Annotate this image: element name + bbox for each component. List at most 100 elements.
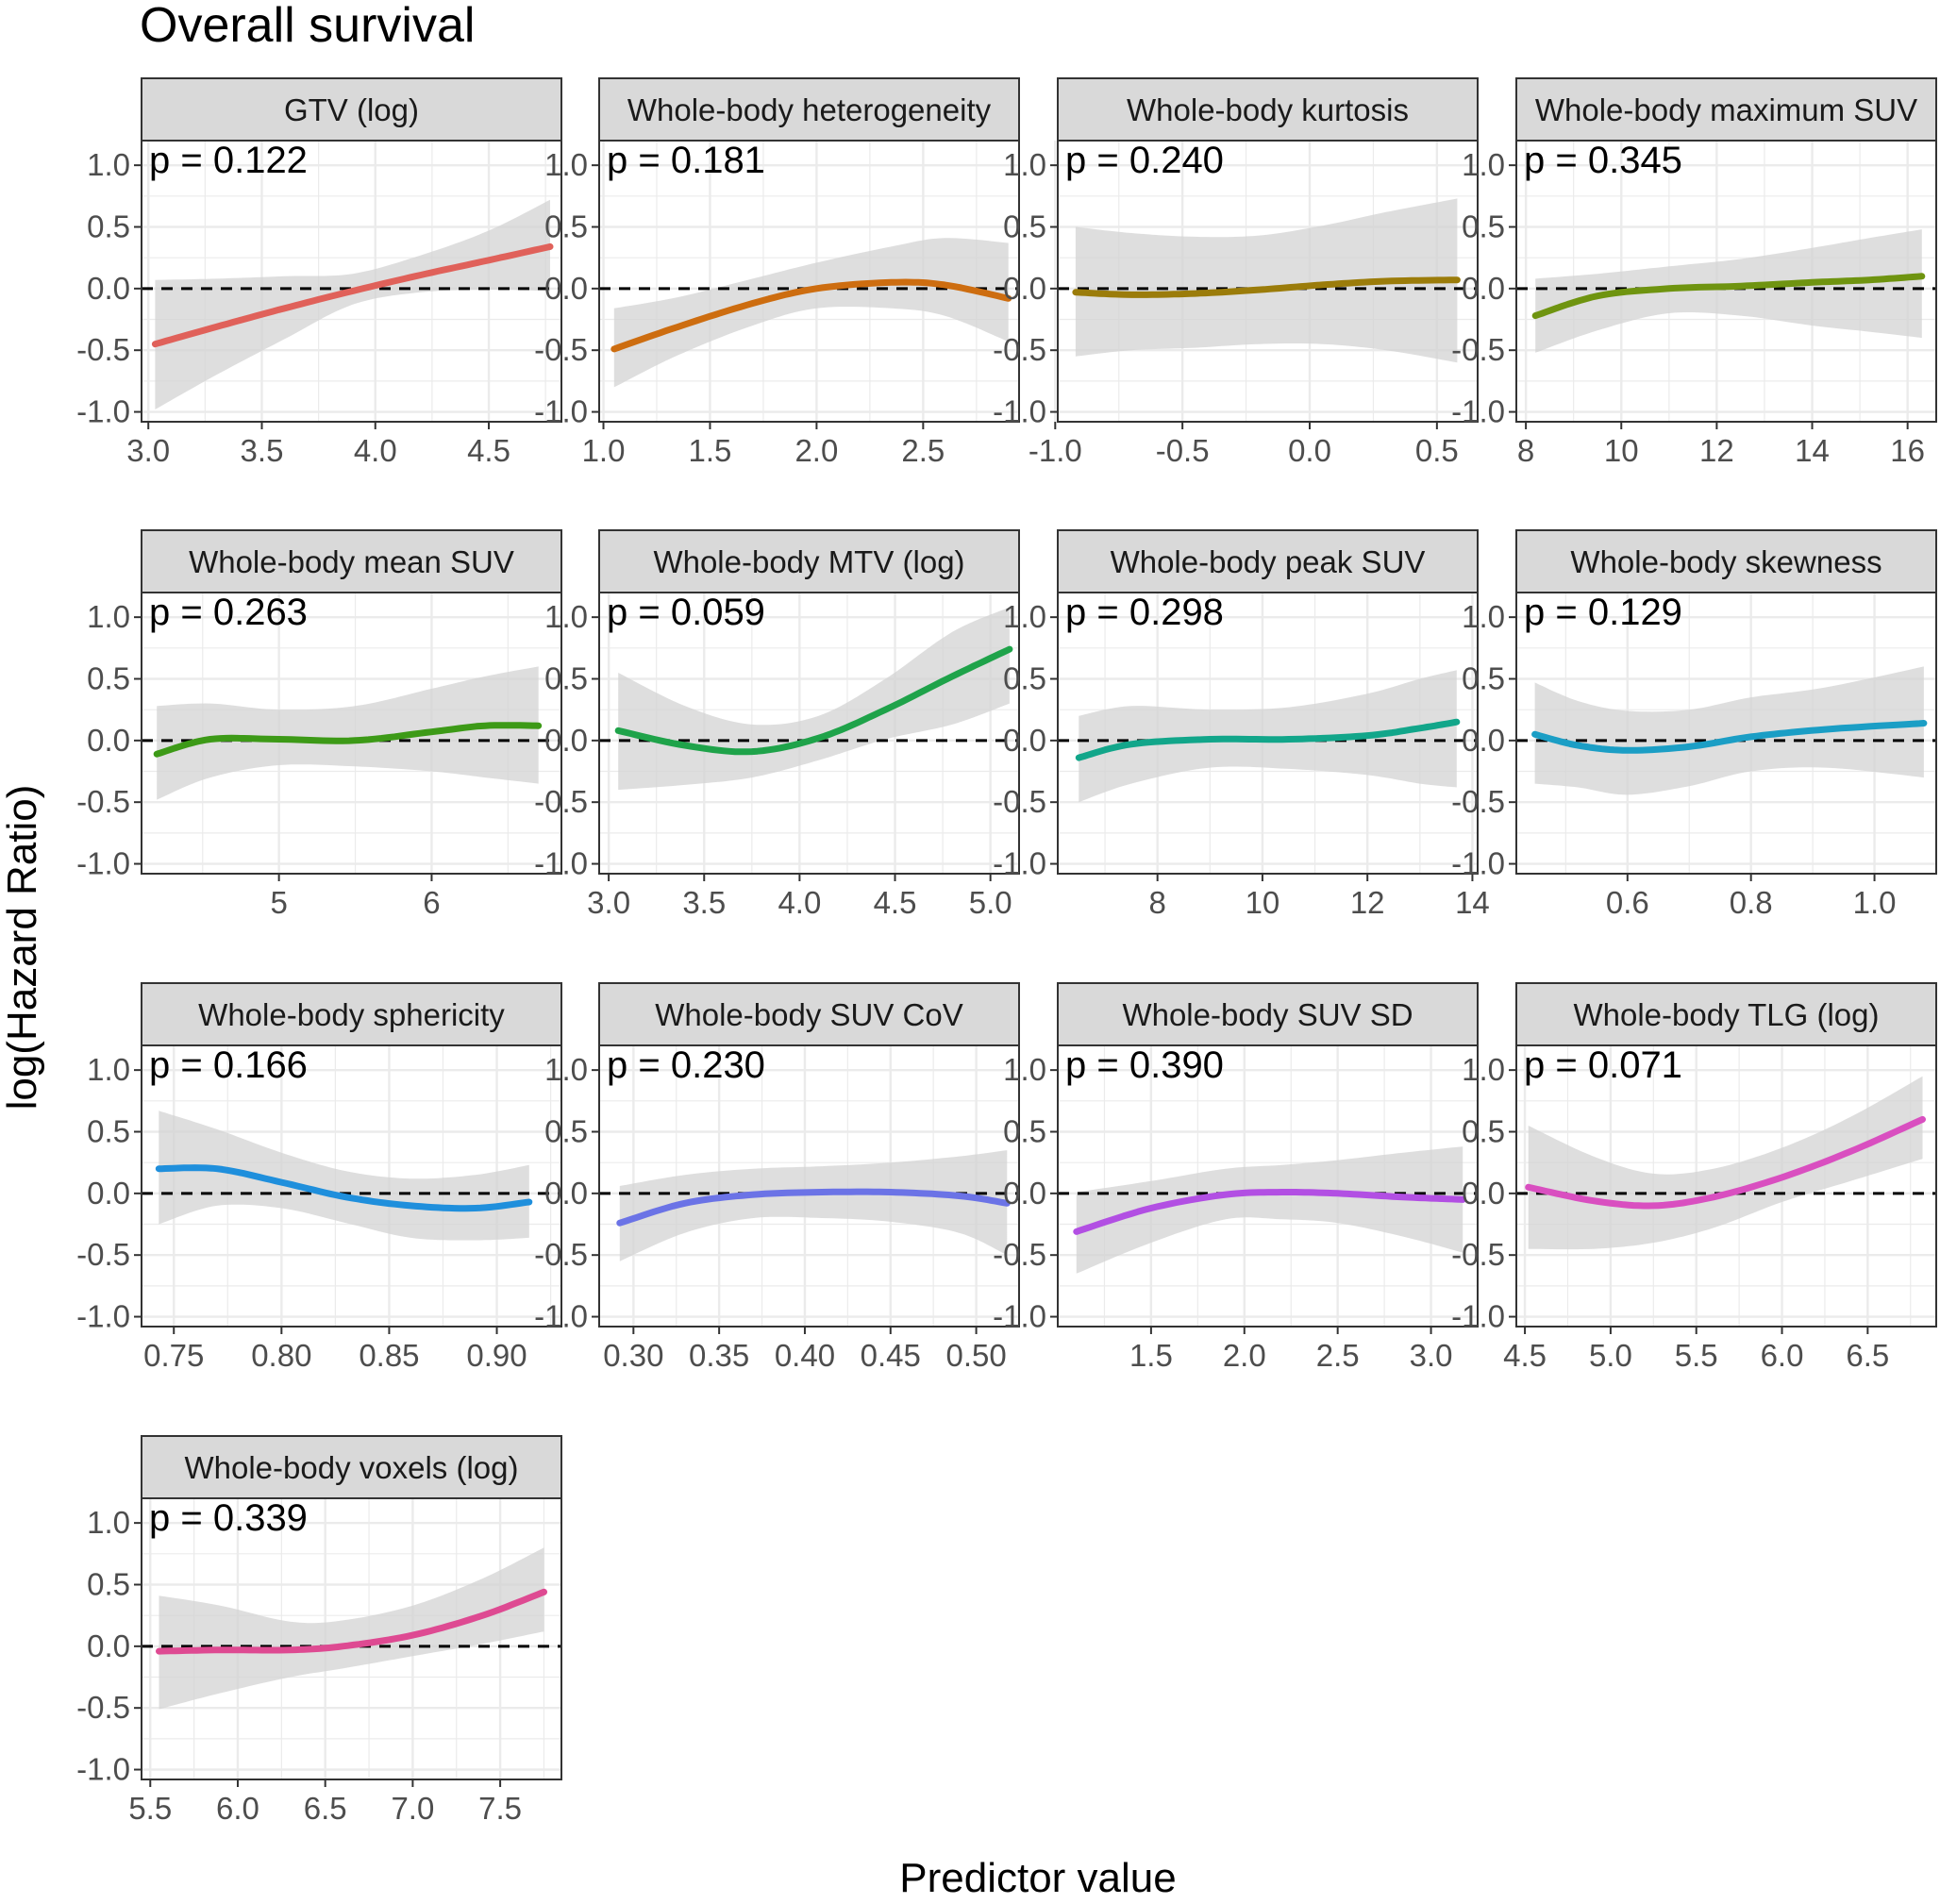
facet-strip-label: Whole-body voxels (log) [185, 1450, 519, 1485]
series-line [1531, 273, 1926, 320]
y-tick-label: 1.0 [1462, 147, 1505, 182]
facet-strip-label: Whole-body maximum SUV [1535, 92, 1917, 127]
facet-strip-label: Whole-body skewness [1570, 544, 1881, 579]
y-tick-label: 0.0 [1003, 1176, 1046, 1211]
x-axis-label: Predictor value [899, 1855, 1176, 1899]
x-tick-label: 1.5 [689, 433, 732, 468]
series-line [155, 1164, 533, 1212]
confidence-band [618, 607, 1010, 791]
y-tick-label: 1.0 [87, 147, 130, 182]
facet-panel: Whole-body skewness p = 0.129 -1.0 -0.5 0.0 0… [1451, 529, 1937, 920]
y-tick-label: -0.5 [76, 1237, 130, 1272]
facet-strip-label: Whole-body heterogeneity [627, 92, 992, 127]
facet-strip [141, 529, 562, 593]
y-tick-label: -0.5 [76, 1690, 130, 1725]
p-value-label: p = 0.071 [1524, 1044, 1682, 1086]
y-tick-label: 0.0 [1462, 723, 1505, 758]
series-line [1073, 1189, 1466, 1235]
facet-panel: Whole-body sphericity p = 0.166 -1.0 -0.5 0.… [76, 982, 562, 1373]
x-tick-label: -1.0 [1029, 433, 1082, 468]
x-tick-label: 0.5 [1415, 433, 1459, 468]
facet-panel: Whole-body SUV SD p = 0.390 -1.0 -0.5 0.0 0.5… [993, 982, 1479, 1373]
x-tick-label: 6.0 [1761, 1338, 1804, 1373]
y-tick-label: -0.5 [76, 784, 130, 819]
facet-strip-label: Whole-body TLG (log) [1573, 997, 1879, 1032]
facet-strip-label: GTV (log) [284, 92, 419, 127]
series-line [614, 645, 1013, 756]
facet-strip [1057, 77, 1479, 142]
x-tick-label: 3.5 [241, 433, 284, 468]
facet-panels: GTV (log) p = 0.122 -1.0 -0.5 0.0 0.5 1.0 3.0 3.… [76, 77, 1937, 1826]
x-tick-label: 0.50 [945, 1338, 1006, 1373]
y-tick-label: 0.0 [87, 1176, 130, 1211]
y-tick-label: 0.0 [544, 1176, 588, 1211]
panel-border [141, 1044, 562, 1328]
confidence-band [619, 1150, 1008, 1261]
x-tick-label: 2.5 [901, 433, 945, 468]
y-tick-label: 0.5 [1003, 1113, 1046, 1148]
facet-strip-label: Whole-body peak SUV [1111, 544, 1426, 579]
p-value-label: p = 0.345 [1524, 140, 1682, 181]
panel-border [141, 1497, 562, 1780]
y-tick-label: 0.5 [1462, 1113, 1505, 1148]
y-tick-label: -1.0 [993, 846, 1046, 881]
series-line [1531, 720, 1928, 754]
y-tick-label: 0.0 [1462, 1176, 1505, 1211]
x-tick-label: 12 [1350, 885, 1385, 920]
facet-panel: Whole-body SUV CoV p = 0.230 -1.0 -0.5 0.0 0.… [534, 982, 1020, 1373]
x-tick-label: 0.80 [251, 1338, 311, 1373]
x-tick-label: 0.35 [689, 1338, 749, 1373]
p-value-label: p = 0.059 [607, 592, 765, 633]
x-tick-label: 5.5 [128, 1791, 172, 1826]
y-tick-label: -0.5 [534, 332, 588, 367]
facet-panel: Whole-body TLG (log) p = 0.071 -1.0 -0.5 0.0… [1451, 982, 1937, 1373]
p-value-label: p = 0.390 [1065, 1044, 1224, 1086]
facet-strip [598, 529, 1020, 593]
y-tick-label: -0.5 [534, 784, 588, 819]
x-tick-label: 7.0 [391, 1791, 434, 1826]
facet-strip-label: Whole-body SUV SD [1122, 997, 1413, 1032]
facet-strip-label: Whole-body MTV (log) [653, 544, 964, 579]
y-tick-label: 0.5 [544, 1113, 588, 1148]
p-value-label: p = 0.129 [1524, 592, 1682, 633]
y-tick-label: -0.5 [1451, 332, 1505, 367]
facet-panel: Whole-body peak SUV p = 0.298 -1.0 -0.5 0.0 0… [993, 529, 1490, 920]
y-tick-label: 0.5 [544, 209, 588, 243]
confidence-band [613, 238, 1009, 388]
y-tick-label: 0.5 [87, 1113, 130, 1148]
x-tick-label: 0.6 [1606, 885, 1649, 920]
x-tick-label: 14 [1795, 433, 1830, 468]
y-tick-label: 1.0 [1003, 599, 1046, 634]
y-tick-label: 1.0 [1462, 1052, 1505, 1087]
x-tick-label: 4.0 [354, 433, 397, 468]
x-tick-label: 1.0 [1853, 885, 1897, 920]
series-line [1075, 718, 1461, 761]
panel-border [1515, 1044, 1937, 1328]
facet-panel: Whole-body maximum SUV p = 0.345 -1.0 -0.5 0… [1451, 77, 1937, 468]
p-value-label: p = 0.181 [607, 140, 765, 181]
x-tick-label: 3.5 [682, 885, 726, 920]
p-value-label: p = 0.240 [1065, 140, 1224, 181]
y-tick-label: 0.0 [1003, 271, 1046, 306]
panel-border [1515, 140, 1937, 423]
x-tick-label: 8 [1517, 433, 1534, 468]
confidence-band [1534, 666, 1924, 795]
y-tick-label: -0.5 [993, 332, 1046, 367]
panel-border [598, 140, 1020, 423]
x-tick-label: 1.5 [1129, 1338, 1173, 1373]
y-tick-label: -1.0 [1451, 394, 1505, 429]
facet-strip [141, 1435, 562, 1499]
x-tick-label: 0.8 [1730, 885, 1773, 920]
x-tick-label: 4.0 [778, 885, 821, 920]
x-tick-label: 6.5 [1846, 1338, 1889, 1373]
series-line [151, 242, 554, 348]
x-tick-label: 0.40 [775, 1338, 835, 1373]
x-tick-label: 0.85 [359, 1338, 419, 1373]
series-line [1072, 276, 1461, 298]
panel-border [1057, 592, 1479, 875]
confidence-band [1535, 229, 1922, 353]
x-tick-label: 16 [1890, 433, 1925, 468]
y-tick-label: 0.5 [1462, 660, 1505, 695]
y-tick-label: 0.0 [87, 1628, 130, 1663]
y-tick-label: 0.0 [544, 271, 588, 306]
